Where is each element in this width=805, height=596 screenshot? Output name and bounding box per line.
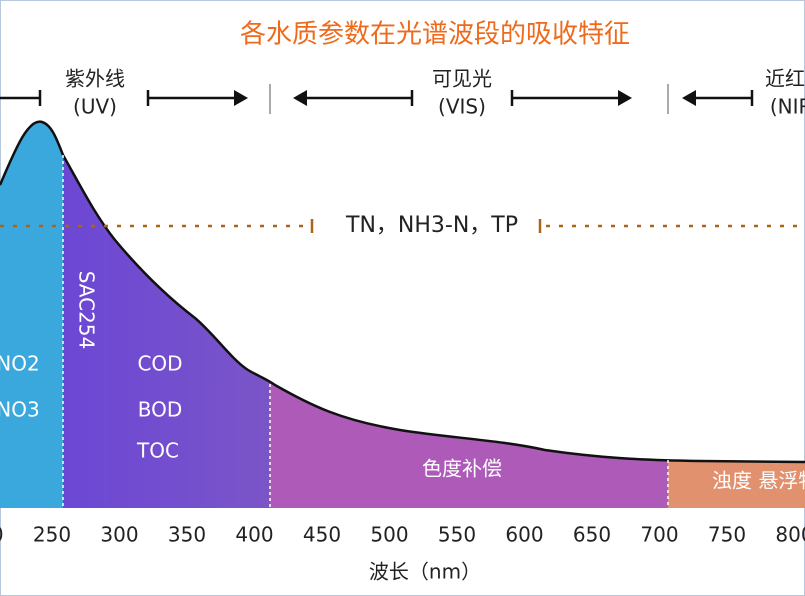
band-name: 紫外线: [65, 67, 125, 91]
region-dividers: [62, 155, 669, 508]
region-label: COD: [137, 352, 182, 376]
region-label: NO3: [0, 398, 40, 422]
band-labels: 紫外线 (UV) 可见光 (VIS) 近红外 (NIR): [65, 67, 805, 119]
region-label: BOD: [138, 398, 183, 422]
x-axis-label: 波长（nm）: [369, 560, 481, 584]
band-arrows: [0, 90, 754, 106]
band-name: 可见光: [432, 67, 492, 91]
spectrum-fill: [0, 121, 805, 509]
region-label: TOC: [136, 439, 179, 463]
band-abbr: (NIR): [770, 95, 805, 119]
x-tick-label: 750: [708, 523, 746, 547]
region-label: 浊度 悬浮物: [712, 469, 805, 493]
x-tick-label: 650: [573, 523, 611, 547]
x-tick-label: 450: [303, 523, 341, 547]
region-label: NO2: [0, 352, 40, 376]
region-label: SAC254: [75, 271, 99, 350]
x-tick-label: 800: [775, 523, 805, 547]
band-abbr: (VIS): [438, 95, 486, 119]
x-ticks: 200 250 300 350 400 450 500 550 600 650 700 750 800: [0, 523, 805, 547]
dashed-range: [0, 219, 805, 233]
band-name: 近红外: [765, 67, 805, 91]
dashed-label: TN，NH3-N，TP: [345, 213, 518, 238]
title: 各水质参数在光谱波段的吸收特征: [240, 20, 630, 50]
x-tick-label: 550: [438, 523, 476, 547]
x-tick-label: 600: [505, 523, 543, 547]
x-tick-label: 200: [0, 523, 4, 547]
band-abbr: (UV): [73, 95, 117, 119]
x-tick-label: 700: [640, 523, 678, 547]
x-tick-label: 300: [100, 523, 138, 547]
x-tick-label: 400: [235, 523, 273, 547]
spectrum-curve: [0, 120, 805, 464]
band-separators: [269, 84, 669, 114]
x-tick-label: 350: [168, 523, 206, 547]
x-tick-label: 250: [33, 523, 71, 547]
x-tick-label: 500: [370, 523, 408, 547]
region-label: 色度补偿: [422, 457, 502, 481]
